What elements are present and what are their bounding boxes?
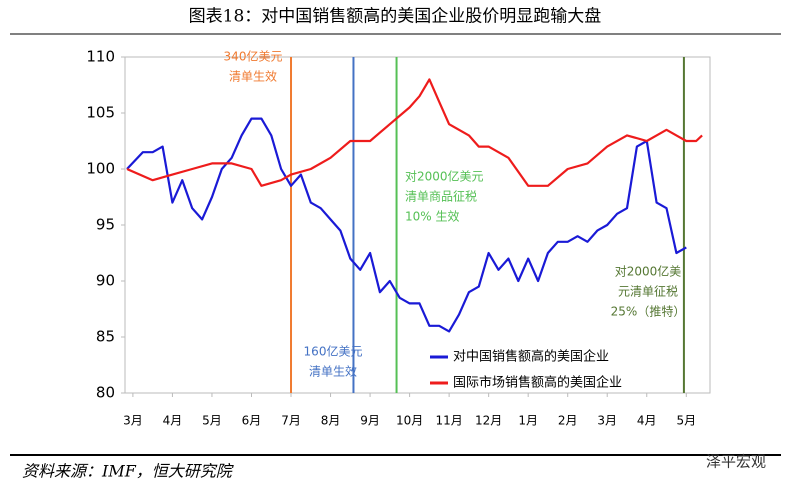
- series-line: [126, 117, 687, 333]
- x-tick-label: 8月: [321, 414, 341, 428]
- x-tick-label: 10月: [396, 414, 423, 428]
- chart-title: 图表18：对中国销售额高的美国企业股价明显跑输大盘: [189, 7, 602, 27]
- x-tick-label: 5月: [676, 414, 696, 428]
- y-tick-label: 90: [96, 272, 115, 290]
- event-label: 对2000亿美: [615, 264, 682, 279]
- event-label: 340亿美元: [224, 49, 283, 64]
- y-tick-label: 95: [96, 216, 115, 234]
- event-label: 清单商品征税: [405, 189, 477, 204]
- x-tick-label: 12月: [475, 414, 502, 428]
- event-label: 对2000亿美元: [405, 169, 484, 184]
- legend-label: 对中国销售额高的美国企业: [453, 349, 609, 365]
- y-tick-label: 105: [86, 104, 115, 122]
- x-tick-label: 6月: [242, 414, 262, 428]
- x-tick-label: 5月: [202, 414, 222, 428]
- event-label: 清单生效: [229, 69, 277, 84]
- x-tick-label: 1月: [518, 414, 538, 428]
- x-tick-label: 11月: [435, 414, 462, 428]
- source: 资料来源：IMF，恒大研究院: [22, 462, 235, 481]
- x-tick-label: 4月: [163, 414, 183, 428]
- event-label: 25%（推特）: [611, 304, 686, 319]
- series-line: [126, 78, 703, 187]
- x-tick-label: 9月: [360, 414, 380, 428]
- x-tick-label: 2月: [558, 414, 578, 428]
- y-tick-label: 80: [96, 384, 115, 402]
- x-tick-label: 3月: [597, 414, 617, 428]
- event-label: 10% 生效: [405, 209, 460, 224]
- event-label: 160亿美元: [304, 344, 363, 359]
- x-tick-label: 4月: [637, 414, 657, 428]
- event-label: 清单生效: [309, 364, 357, 379]
- watermark: 泽平宏观: [706, 453, 766, 471]
- x-tick-label: 7月: [281, 414, 301, 428]
- y-tick-label: 100: [86, 160, 115, 178]
- event-label: 元清单征税: [618, 285, 678, 299]
- plot-frame: [124, 56, 711, 394]
- legend-label: 国际市场销售额高的美国企业: [453, 375, 622, 391]
- x-tick-label: 3月: [123, 414, 143, 428]
- y-tick-label: 110: [86, 48, 115, 66]
- y-tick-label: 85: [96, 328, 115, 346]
